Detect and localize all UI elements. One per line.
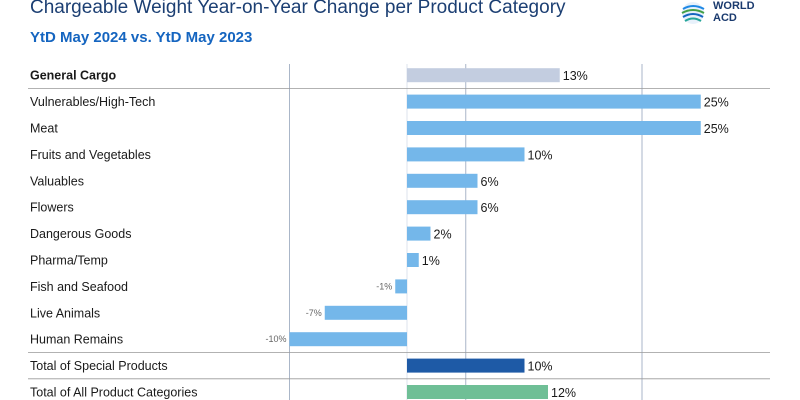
logo-line2: ACD	[713, 12, 737, 24]
logo-wordmark: WORLD ACD	[713, 0, 755, 24]
value-label: 10%	[528, 148, 553, 162]
chart-title: Chargeable Weight Year-on-Year Change pe…	[30, 0, 566, 18]
category-label: Pharma/Temp	[30, 254, 108, 268]
category-label: Fruits and Vegetables	[30, 148, 151, 162]
bar	[407, 358, 525, 373]
category-label: Dangerous Goods	[30, 227, 131, 241]
value-label: 6%	[481, 201, 499, 215]
bar	[407, 121, 701, 135]
category-label: Meat	[30, 122, 58, 136]
value-label: 12%	[551, 386, 576, 400]
bar	[324, 305, 407, 320]
category-label: Vulnerables/High-Tech	[30, 95, 155, 109]
category-label: Fish and Seafood	[30, 280, 128, 294]
bar	[407, 173, 478, 188]
category-label: Flowers	[30, 201, 74, 215]
value-label: 1%	[422, 254, 440, 268]
value-label: -1%	[376, 281, 392, 291]
chart-subtitle: YtD May 2024 vs. YtD May 2023	[30, 29, 253, 46]
value-label: -10%	[265, 334, 286, 344]
category-label: General Cargo	[30, 69, 117, 83]
value-label: -7%	[306, 308, 322, 318]
bar	[407, 253, 419, 267]
category-label: Total of All Product Categories	[30, 386, 197, 400]
category-label: Live Animals	[30, 306, 100, 320]
bar	[407, 226, 431, 241]
category-label: Valuables	[30, 174, 84, 188]
category-label: Human Remains	[30, 333, 123, 347]
value-label: 2%	[434, 228, 452, 242]
bar	[407, 147, 525, 162]
bar	[407, 200, 478, 215]
bar	[289, 332, 407, 347]
value-label: 25%	[704, 96, 729, 110]
value-label: 13%	[563, 69, 588, 83]
bar	[407, 94, 701, 109]
globe-logo-icon	[681, 2, 705, 24]
bar	[407, 385, 548, 399]
value-label: 10%	[528, 360, 553, 374]
value-label: 25%	[704, 122, 729, 136]
value-label: 6%	[481, 175, 499, 189]
category-label: Total of Special Products	[30, 359, 168, 373]
bar	[407, 68, 560, 83]
bar	[395, 279, 407, 294]
logo-line1: WORLD	[713, 0, 755, 12]
